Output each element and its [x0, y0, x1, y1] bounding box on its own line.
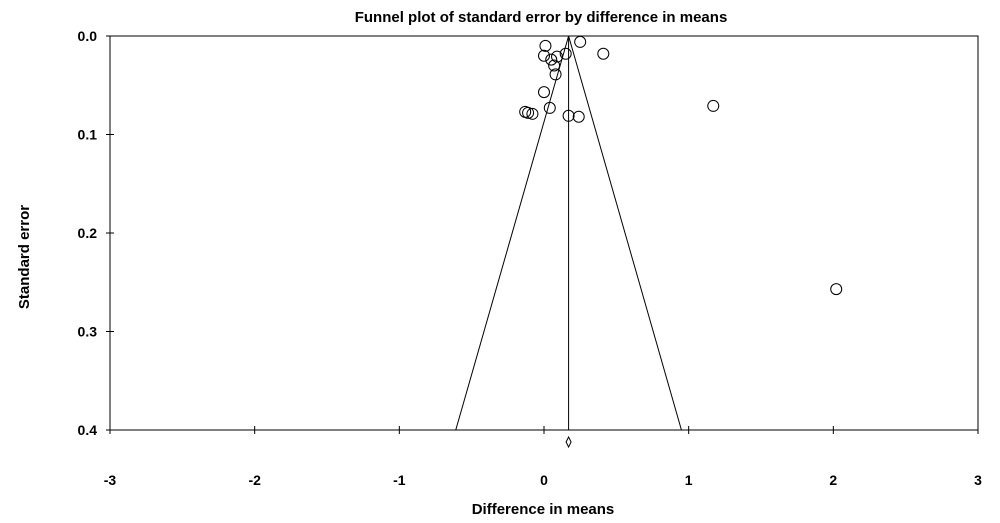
- x-tick-label: 1: [685, 472, 693, 488]
- x-tick-label: 0: [540, 472, 548, 488]
- x-tick-label: -3: [104, 472, 117, 488]
- funnel-left-line: [455, 35, 570, 431]
- x-tick-label: 2: [829, 472, 837, 488]
- x-tick-label: -2: [248, 472, 261, 488]
- study-point: [538, 86, 550, 99]
- study-point: [707, 99, 720, 112]
- study-point: [562, 109, 575, 122]
- study-point: [551, 50, 564, 63]
- study-point: [549, 68, 562, 81]
- study-point: [543, 101, 556, 114]
- study-point: [830, 283, 843, 296]
- study-point: [545, 53, 558, 66]
- x-tick-label: -1: [393, 472, 406, 488]
- y-axis-label: Standard error: [16, 205, 33, 309]
- plot-frame: [109, 35, 979, 431]
- study-point: [526, 107, 539, 120]
- funnel-right-line: [568, 35, 682, 431]
- study-point: [572, 110, 585, 123]
- y-tick-label: 0.2: [78, 225, 98, 241]
- chart-title: Funnel plot of standard error by differe…: [355, 9, 728, 26]
- study-point: [597, 47, 610, 60]
- study-point: [538, 49, 550, 62]
- summary-diamond: [565, 435, 572, 449]
- x-tick-label: 3: [974, 472, 982, 488]
- study-point: [522, 106, 535, 119]
- y-tick-label: 0.0: [78, 28, 98, 44]
- study-point: [574, 35, 587, 48]
- study-points: [519, 35, 843, 296]
- y-tick-label: 0.1: [78, 127, 98, 143]
- axis-ticks: -3 -2 -1 0 1 2 3 0.0 0.1 0.2 0.3 0.4: [78, 28, 983, 488]
- funnel-lines: [455, 35, 682, 431]
- y-tick-label: 0.3: [78, 324, 98, 340]
- y-tick-label: 0.4: [78, 422, 98, 438]
- x-axis-label: Difference in means: [472, 501, 615, 518]
- study-point: [548, 59, 561, 72]
- study-point: [559, 47, 572, 60]
- study-point: [539, 39, 552, 52]
